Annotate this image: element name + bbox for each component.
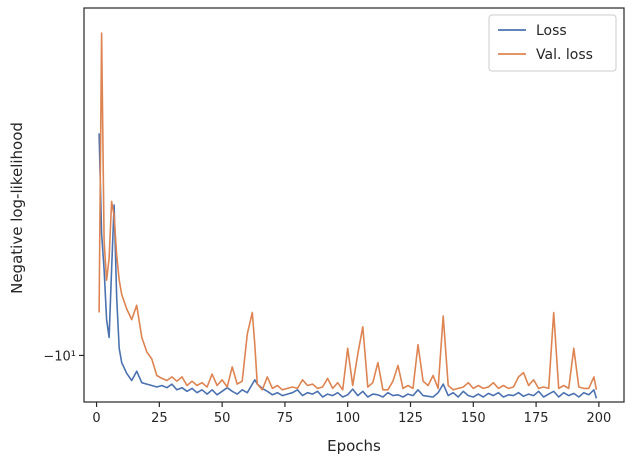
x-tick-label: 150 xyxy=(461,411,486,426)
x-axis-ticks: 0 25 50 75 100 125 150 175 200 xyxy=(92,402,611,426)
legend-label-1: Val. loss xyxy=(536,47,593,63)
x-tick-label: 75 xyxy=(277,411,294,426)
legend-box xyxy=(488,14,617,72)
y-axis-label: Negative log-likelihood xyxy=(8,122,26,294)
plot-frame xyxy=(83,7,625,403)
series-line-1 xyxy=(98,32,598,391)
x-tick-label: 50 xyxy=(214,411,231,426)
legend: Loss Val. loss xyxy=(488,14,617,72)
x-tick-label: 0 xyxy=(92,411,100,426)
legend-label-0: Loss xyxy=(536,23,567,39)
y-tick-label: −10¹ xyxy=(43,349,76,364)
series-layer xyxy=(98,32,598,399)
x-tick-label: 100 xyxy=(335,411,360,426)
x-tick-label: 125 xyxy=(398,411,423,426)
x-axis-label: Epochs xyxy=(327,437,381,455)
y-axis-ticks: −10¹ xyxy=(43,349,84,364)
x-tick-label: 175 xyxy=(524,411,549,426)
x-tick-label: 25 xyxy=(151,411,168,426)
plot-area xyxy=(84,8,624,402)
series-line-0 xyxy=(98,133,598,399)
x-tick-label: 200 xyxy=(586,411,611,426)
